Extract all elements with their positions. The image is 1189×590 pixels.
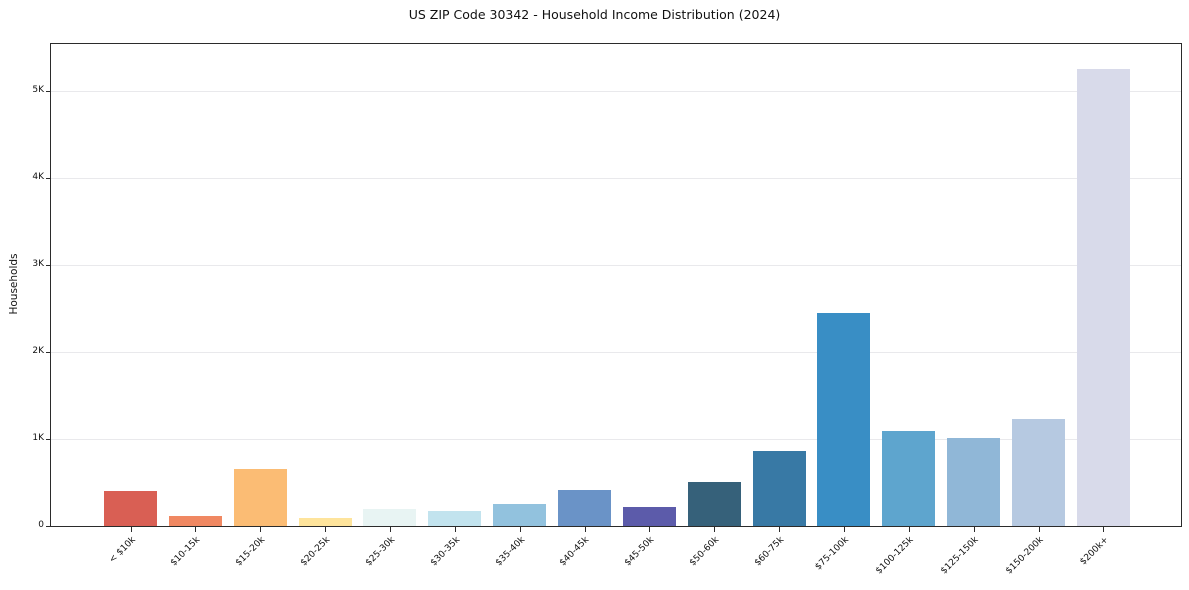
x-tick-mark [973, 527, 975, 532]
gridline [51, 351, 1181, 353]
bar-slot: $40-45k [558, 44, 612, 568]
bars-container: < $10k $10-15k $15-20k $20-25k $25-30k $30-35… [51, 44, 1181, 576]
bar-slot: < $10k [104, 44, 157, 565]
gridline [51, 438, 1181, 440]
x-tick-mark [519, 527, 521, 532]
bar--200k+ [1076, 69, 1130, 526]
bar-slot: $25-30k [363, 44, 417, 568]
x-tick-mark [779, 527, 781, 532]
x-tick-label: $40-45k [558, 535, 592, 569]
y-tick-mark [46, 178, 50, 180]
y-tick-label: 1K [32, 432, 44, 443]
bar--100-125k [882, 431, 936, 526]
bar-slot: $35-40k [493, 44, 547, 568]
chart-title: US ZIP Code 30342 - Household Income Dis… [408, 7, 781, 22]
gridline [51, 178, 1181, 180]
x-tick-mark [389, 527, 391, 532]
x-tick-mark [325, 527, 327, 532]
bar--150-200k [1012, 419, 1066, 526]
bar-slot: $50-60k [687, 44, 741, 568]
bar-slot: $10-15k [168, 44, 222, 568]
x-tick-label: $100-125k [874, 535, 916, 577]
x-tick-label: $25-30k [363, 535, 398, 569]
bar-slot: $30-35k [428, 44, 482, 568]
x-tick-mark [1038, 527, 1040, 532]
y-tick-label: 4K [32, 172, 44, 183]
x-tick-label: < $10k [107, 535, 138, 566]
x-tick-label: $150-200k [1004, 535, 1046, 577]
y-tick-label: 5K [32, 85, 44, 96]
x-tick-mark [130, 527, 132, 532]
bar--15-20k [233, 468, 287, 526]
gridline [51, 264, 1181, 266]
y-tick-label: 2K [32, 345, 44, 356]
x-tick-label: $200k+ [1078, 535, 1111, 568]
x-tick-label: $60-75k [752, 535, 787, 569]
x-tick-label: $50-60k [688, 535, 722, 569]
bar--10k [104, 491, 157, 526]
x-tick-mark [584, 527, 586, 532]
y-tick-mark [46, 351, 50, 353]
y-tick-mark [46, 525, 50, 527]
bar-slot: $150-200k [1004, 44, 1066, 576]
x-tick-label: $125-150k [939, 535, 981, 577]
x-tick-mark [454, 527, 456, 532]
bar--50-60k [687, 481, 741, 526]
bar--35-40k [493, 503, 547, 526]
bar-slot: $125-150k [939, 44, 1001, 576]
bar-slot: $60-75k [752, 44, 806, 568]
bar--30-35k [428, 510, 482, 526]
y-tick-label: 3K [32, 258, 44, 269]
bar--60-75k [752, 451, 806, 526]
bar--125-150k [947, 437, 1001, 526]
bar--25-30k [363, 508, 417, 526]
bar--75-100k [817, 313, 871, 526]
y-tick-mark [46, 91, 50, 93]
x-tick-mark [843, 527, 845, 532]
bar--40-45k [558, 489, 612, 526]
plot-area: < $10k $10-15k $15-20k $20-25k $25-30k $30-35… [46, 43, 1182, 576]
y-axis-tick-labels: 0 1K 2K 3K 4K 5K [0, 0, 44, 590]
x-tick-mark [260, 527, 262, 532]
bar-slot: $75-100k [814, 44, 871, 572]
bar-slot: $45-50k [622, 44, 676, 568]
bar-slot: $20-25k [298, 44, 352, 568]
x-tick-label: $20-25k [298, 535, 333, 569]
bar--20-25k [298, 518, 352, 526]
x-tick-mark [195, 527, 197, 532]
x-tick-label: $35-40k [493, 535, 527, 569]
x-tick-mark [908, 527, 910, 532]
y-tick-mark [46, 264, 50, 266]
x-tick-label: $75-100k [813, 535, 852, 573]
bar-slot: $200k+ [1076, 44, 1130, 567]
bar-slot: $15-20k [233, 44, 287, 568]
x-tick-label: $15-20k [233, 535, 268, 569]
x-tick-label: $30-35k [428, 535, 462, 569]
x-tick-label: $10-15k [169, 535, 203, 569]
gridline [51, 91, 1181, 93]
x-tick-label: $45-50k [623, 535, 657, 569]
y-tick-mark [46, 438, 50, 440]
y-tick-label: 0 [38, 519, 44, 530]
bar-slot: $100-125k [874, 44, 936, 576]
bar--10-15k [168, 516, 222, 526]
x-tick-mark [714, 527, 716, 532]
x-tick-mark [649, 527, 651, 532]
x-tick-mark [1103, 527, 1105, 532]
bar--45-50k [622, 506, 676, 526]
